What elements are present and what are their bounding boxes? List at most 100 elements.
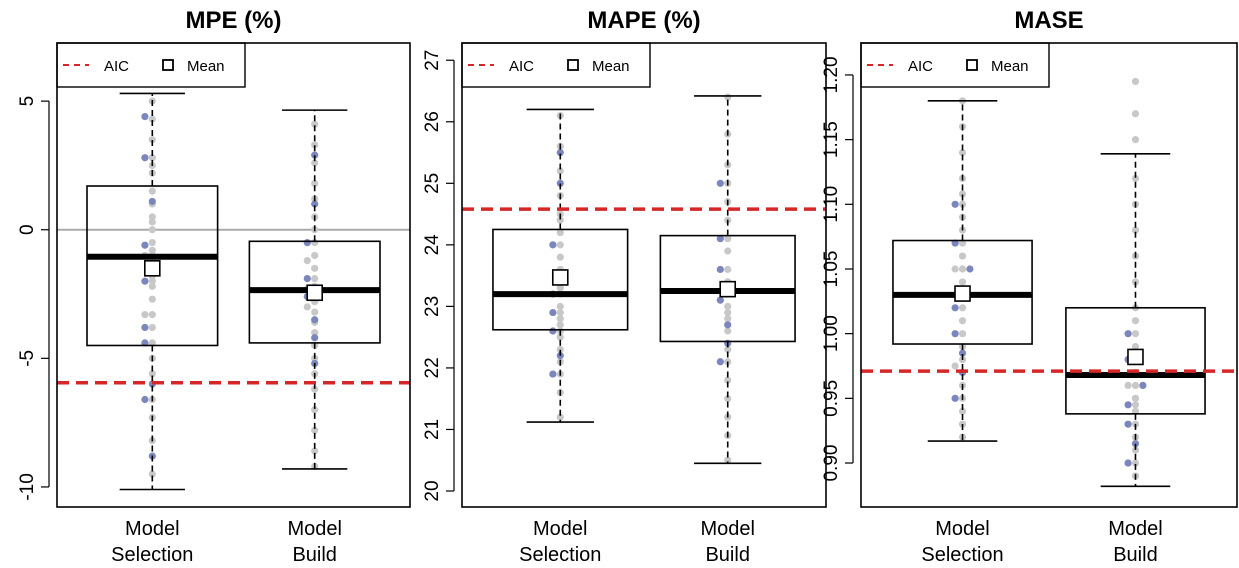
point: [148, 277, 156, 285]
y-tick-label: -5: [17, 350, 38, 367]
point: [148, 218, 156, 226]
highlighted-point: [311, 316, 319, 324]
point: [1131, 226, 1140, 234]
highlighted-point: [1124, 420, 1132, 428]
y-tick-label: 1.20: [821, 56, 842, 93]
point: [958, 190, 967, 198]
point: [951, 362, 959, 370]
point: [556, 333, 564, 341]
highlighted-point: [141, 323, 149, 332]
highlighted-point: [951, 200, 959, 208]
point: [148, 238, 156, 247]
legend-label: AIC: [509, 58, 534, 75]
point: [1131, 317, 1140, 325]
highlighted-point: [716, 296, 724, 304]
point: [148, 136, 156, 144]
point: [1131, 381, 1140, 390]
y-tick-label: 22: [422, 357, 443, 378]
point: [724, 315, 732, 323]
legend-label: AIC: [104, 58, 129, 75]
point: [311, 251, 319, 260]
point: [148, 470, 156, 478]
point: [148, 187, 156, 195]
point: [556, 308, 564, 317]
point: [724, 308, 732, 317]
highlighted-point: [303, 275, 311, 283]
point: [556, 253, 564, 261]
mean-marker: [306, 284, 323, 302]
highlighted-point: [724, 321, 732, 329]
x-tick-label: Model Selection: [921, 518, 1004, 566]
point: [311, 308, 319, 316]
legend: AIC Mean: [860, 42, 1050, 88]
point: [724, 302, 732, 310]
y-tick-label: 23: [422, 296, 443, 317]
y-tick-label: 5: [17, 96, 38, 107]
box: [1065, 306, 1206, 415]
point: [148, 323, 156, 332]
plot-area: [57, 92, 410, 491]
y-tick-label: 25: [422, 173, 443, 194]
highlighted-point: [311, 200, 319, 208]
highlighted-point: [716, 358, 724, 366]
legend-label: AIC: [908, 58, 933, 75]
plot-frame: [56, 42, 411, 508]
highlighted-point: [1124, 401, 1132, 409]
point: [148, 226, 156, 234]
highlighted-point: [141, 154, 149, 162]
highlighted-point: [148, 197, 156, 206]
highlighted-point: [1139, 381, 1147, 390]
point: [958, 200, 967, 208]
point: [148, 282, 156, 290]
point: [1131, 459, 1140, 467]
point: [1124, 381, 1132, 390]
mean-marker: [144, 260, 161, 277]
x-tick-label: Model Build: [1108, 518, 1163, 566]
plot-area: [462, 93, 826, 465]
mean-marker: [954, 285, 971, 302]
y-tick-label: 26: [422, 111, 443, 132]
chart-title: MAPE (%): [587, 7, 700, 34]
point: [1131, 394, 1140, 402]
point: [1131, 174, 1140, 183]
mean-marker: [1127, 348, 1144, 366]
highlighted-point: [951, 330, 959, 338]
point: [303, 303, 311, 311]
legend-mean-swatch: [966, 59, 978, 71]
y-tick-label: 0.90: [821, 445, 842, 482]
point: [311, 264, 319, 272]
highlighted-point: [549, 241, 557, 249]
highlighted-point: [549, 308, 557, 317]
point: [311, 426, 319, 434]
legend: AIC Mean: [461, 42, 651, 88]
point: [303, 256, 311, 265]
y-tick-label: 27: [422, 50, 443, 71]
highlighted-point: [716, 235, 724, 243]
point: [556, 241, 564, 249]
x-tick-label: Model Selection: [111, 518, 194, 566]
point: [724, 376, 732, 384]
x-tick-label: Model Selection: [519, 518, 602, 566]
chart-title: MASE: [1014, 7, 1083, 34]
point: [724, 395, 732, 403]
point: [148, 246, 156, 254]
x-tick-label: Model Build: [700, 518, 755, 566]
point: [311, 275, 319, 283]
point: [958, 317, 967, 325]
point: [556, 321, 564, 329]
highlighted-point: [311, 151, 319, 159]
point: [148, 115, 156, 123]
point: [1131, 77, 1140, 86]
y-tick-label: 1.10: [821, 186, 842, 223]
highlighted-point: [966, 265, 974, 273]
point: [958, 265, 967, 273]
point: [724, 345, 732, 354]
y-tick-label: -10: [17, 473, 38, 500]
highlighted-point: [1131, 440, 1140, 448]
highlighted-point: [141, 395, 149, 404]
y-tick-label: 21: [422, 419, 443, 440]
point: [311, 385, 319, 393]
point: [311, 329, 319, 337]
point: [311, 179, 319, 188]
point: [141, 311, 149, 319]
